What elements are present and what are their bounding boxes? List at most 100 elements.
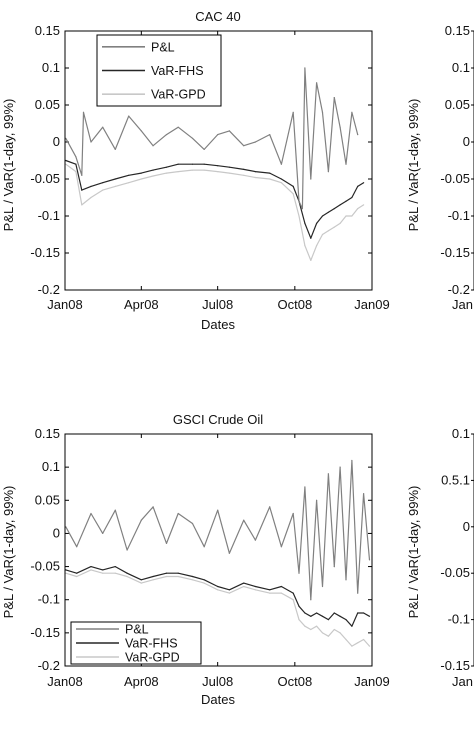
data-point-var-gpd xyxy=(75,171,77,173)
x-tick-label: Jan08 xyxy=(47,674,82,689)
data-point-var-fhs xyxy=(228,589,230,591)
data-point-var-fhs xyxy=(75,163,77,165)
data-point-var-gpd xyxy=(310,628,312,631)
y-tick-label: 0 xyxy=(53,525,60,540)
data-point-var-fhs xyxy=(203,163,205,165)
data-point-var-fhs xyxy=(152,169,154,171)
legend-label: VaR-GPD xyxy=(125,651,180,665)
data-point-p-l xyxy=(228,552,230,554)
data-point-var-fhs xyxy=(339,204,341,206)
data-point-var-fhs xyxy=(114,566,116,568)
data-point-var-fhs xyxy=(165,166,168,168)
plot-frame xyxy=(64,30,373,291)
y-tick-label: 0.15 xyxy=(35,426,60,441)
data-point-var-gpd xyxy=(310,259,312,261)
chart-gsci-crude-oil: GSCI Crude Oil P&L / VaR(1-day, 99%) Dat… xyxy=(1,412,390,707)
data-point-p-l xyxy=(321,585,324,588)
data-point-p-l xyxy=(81,174,83,176)
data-point-var-fhs xyxy=(292,185,294,187)
data-point-p-l xyxy=(327,473,329,475)
data-point-p-l xyxy=(203,546,205,548)
data-point-var-gpd xyxy=(269,592,271,594)
x-tick-label: Jan xyxy=(452,297,473,312)
x-tick-label: Apr08 xyxy=(124,674,159,689)
data-point-var-gpd xyxy=(280,592,282,594)
data-point-var-gpd xyxy=(191,169,194,171)
y-tick-label: 0 xyxy=(463,519,470,534)
data-point-var-gpd xyxy=(254,176,256,179)
plot-frame xyxy=(64,433,373,667)
data-point-var-gpd xyxy=(351,215,353,217)
data-point-p-l xyxy=(351,111,353,113)
data-point-var-gpd xyxy=(304,625,306,627)
x-tick-label: Oct08 xyxy=(277,297,312,312)
data-point-p-l xyxy=(333,566,335,568)
y-tick-label: 0.15 xyxy=(445,23,470,38)
x-tick-label: Jul08 xyxy=(202,297,233,312)
data-point-var-fhs xyxy=(280,585,282,588)
data-point-var-gpd xyxy=(345,215,347,217)
data-point-var-gpd xyxy=(363,204,365,206)
data-point-p-l xyxy=(254,539,256,541)
data-point-var-gpd xyxy=(217,171,219,173)
data-point-p-l xyxy=(269,134,271,136)
data-point-p-l xyxy=(280,163,282,165)
y-tick-label: 0.1 xyxy=(42,60,60,75)
data-point-var-fhs xyxy=(327,619,329,621)
y-tick-label: -0.15 xyxy=(440,658,470,673)
data-point-var-fhs xyxy=(339,615,341,617)
y-tick-label: -0.1 xyxy=(38,592,60,607)
data-point-var-gpd xyxy=(152,175,154,177)
data-point-var-gpd xyxy=(81,204,83,206)
data-point-var-gpd xyxy=(316,245,318,247)
data-point-var-fhs xyxy=(327,211,329,213)
data-point-var-gpd xyxy=(114,572,116,574)
y-tick-label: -0.2 xyxy=(38,658,60,673)
y-tick-label: -0.05 xyxy=(30,559,60,574)
data-point-var-fhs xyxy=(254,171,256,173)
data-point-var-gpd xyxy=(152,579,154,581)
data-point-p-l xyxy=(140,519,142,521)
data-point-p-l xyxy=(301,208,303,210)
data-point-var-gpd xyxy=(90,196,92,199)
series-line-p-l xyxy=(65,459,371,601)
data-point-var-fhs xyxy=(304,612,306,614)
data-point-p-l xyxy=(363,493,365,495)
data-point-var-gpd xyxy=(269,178,271,180)
data-point-var-fhs xyxy=(152,575,154,578)
legend-label: P&L xyxy=(151,40,175,54)
series-line-var-fhs xyxy=(65,565,370,627)
data-point-var-gpd xyxy=(327,230,329,232)
data-point-var-fhs xyxy=(114,178,116,180)
data-point-p-l xyxy=(75,156,77,158)
data-point-var-gpd xyxy=(177,575,179,578)
data-point-var-fhs xyxy=(351,196,353,199)
data-point-var-gpd xyxy=(102,189,104,191)
data-point-var-fhs xyxy=(203,579,205,581)
data-point-var-fhs xyxy=(217,165,219,167)
chart-title: CAC 40 xyxy=(195,9,241,24)
data-point-p-l xyxy=(126,549,128,551)
data-point-p-l xyxy=(321,111,324,113)
data-point-var-fhs xyxy=(269,589,271,591)
data-point-p-l xyxy=(217,509,219,511)
data-point-var-gpd xyxy=(339,222,341,224)
data-point-var-gpd xyxy=(292,599,294,601)
data-point-var-gpd xyxy=(292,193,294,195)
data-point-var-fhs xyxy=(357,612,359,614)
data-point-p-l xyxy=(280,546,282,548)
y-tick-label: 0.05 xyxy=(445,97,470,112)
data-point-p-l xyxy=(243,145,245,147)
y-tick-label: 0.15 xyxy=(35,23,60,38)
legend-label: VaR-FHS xyxy=(151,64,204,78)
data-point-p-l xyxy=(177,126,179,128)
data-point-var-gpd xyxy=(327,635,329,637)
data-point-p-l xyxy=(140,130,142,132)
y-tick-label: -0.05 xyxy=(440,565,470,580)
data-point-p-l xyxy=(102,532,104,535)
data-point-var-gpd xyxy=(191,579,194,581)
data-point-var-gpd xyxy=(357,208,359,210)
data-point-var-gpd xyxy=(243,174,245,176)
data-point-var-gpd xyxy=(90,569,92,571)
data-point-p-l xyxy=(102,126,104,128)
